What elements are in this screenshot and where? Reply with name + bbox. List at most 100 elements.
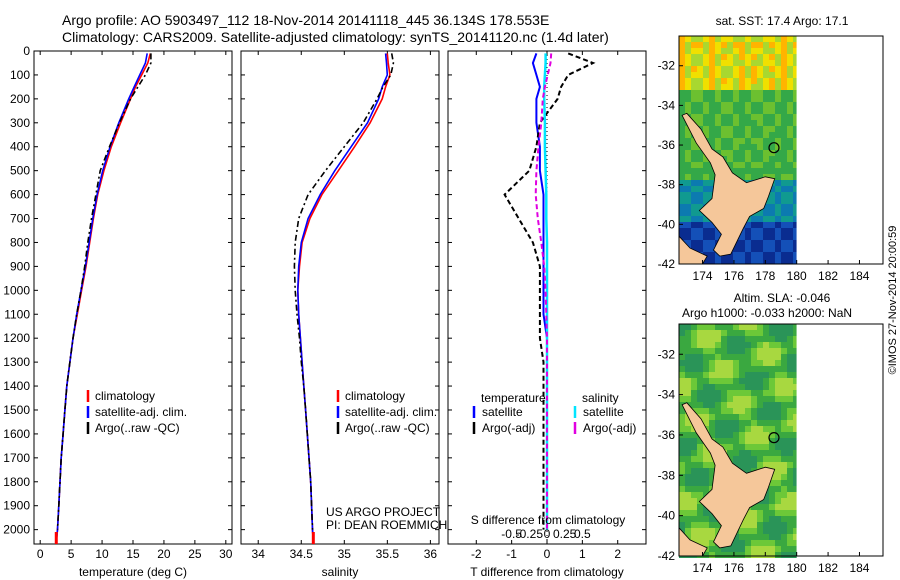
field-cell (787, 384, 793, 390)
field-cell (745, 432, 751, 438)
field-cell (697, 54, 703, 60)
field-cell (739, 36, 745, 42)
field-cell (739, 444, 745, 450)
field-cell (685, 186, 691, 192)
field-cell (769, 432, 775, 438)
field-cell (679, 168, 685, 174)
field-cell (745, 228, 751, 234)
field-cell (757, 438, 763, 444)
field-cell (757, 372, 763, 378)
field-cell (733, 444, 739, 450)
field-cell (733, 324, 739, 330)
field-cell (697, 354, 703, 360)
field-cell (703, 384, 709, 390)
field-cell (763, 378, 769, 384)
field-cell (685, 60, 691, 66)
field-cell (679, 522, 685, 528)
field-cell (775, 456, 781, 462)
field-cell (679, 378, 685, 384)
field-cell (715, 342, 721, 348)
field-cell (787, 222, 793, 228)
field-cell (691, 474, 697, 480)
field-cell (757, 354, 763, 360)
land-mass (681, 402, 776, 549)
series-satellite (55, 53, 148, 542)
field-cell (787, 432, 793, 438)
field-cell (733, 420, 739, 426)
field-cell (781, 432, 787, 438)
field-cell (763, 402, 769, 408)
field-cell (709, 432, 715, 438)
field-cell (763, 348, 769, 354)
field-cell (703, 372, 709, 378)
field-cell (763, 162, 769, 168)
s-tick-label: 0.25 (553, 527, 577, 541)
field-cell (775, 426, 781, 432)
field-cell (739, 546, 745, 552)
field-cell (715, 78, 721, 84)
plot-frame (33, 50, 233, 545)
field-cell (775, 48, 781, 54)
field-cell (763, 204, 769, 210)
field-cell (679, 342, 685, 348)
field-cell (769, 54, 775, 60)
lon-tick-label: 178 (755, 561, 775, 575)
field-cell (703, 522, 709, 528)
field-cell (691, 390, 697, 396)
field-cell (727, 66, 733, 72)
field-cell (721, 66, 727, 72)
field-cell (715, 528, 721, 534)
field-cell (697, 228, 703, 234)
field-cell (679, 408, 685, 414)
field-cell (721, 336, 727, 342)
field-cell (781, 60, 787, 66)
field-cell (697, 222, 703, 228)
field-cell (733, 120, 739, 126)
field-cell (793, 510, 797, 516)
field-cell (715, 48, 721, 54)
lat-tick-label: -32 (658, 59, 676, 73)
field-cell (733, 366, 739, 372)
field-cell (691, 216, 697, 222)
field-cell (769, 246, 775, 252)
field-cell (769, 252, 775, 258)
field-cell (685, 342, 691, 348)
field-cell (697, 204, 703, 210)
field-cell (703, 66, 709, 72)
field-cell (733, 66, 739, 72)
field-cell (769, 66, 775, 72)
depth-tick-label: 200 (10, 92, 30, 106)
field-cell (709, 462, 715, 468)
field-cell (703, 408, 709, 414)
field-cell (757, 444, 763, 450)
field-cell (769, 342, 775, 348)
field-cell (703, 516, 709, 522)
field-cell (739, 150, 745, 156)
field-cell (703, 186, 709, 192)
field-cell (733, 384, 739, 390)
field-cell (721, 258, 727, 264)
field-cell (787, 330, 793, 336)
field-cell (697, 96, 703, 102)
field-cell (721, 132, 727, 138)
depth-tick-label: 1000 (3, 283, 30, 297)
field-cell (727, 342, 733, 348)
field-cell (793, 192, 797, 198)
field-cell (775, 468, 781, 474)
field-cell (793, 78, 797, 84)
field-cell (787, 390, 793, 396)
map-frame (678, 35, 884, 265)
field-cell (709, 174, 715, 180)
field-cell (763, 336, 769, 342)
field-cell (727, 408, 733, 414)
field-cell (691, 66, 697, 72)
field-cell (757, 396, 763, 402)
field-cell (745, 546, 751, 552)
field-cell (751, 534, 757, 540)
field-cell (787, 414, 793, 420)
field-cell (793, 84, 797, 90)
field-cell (733, 246, 739, 252)
field-cell (769, 156, 775, 162)
field-cell (781, 408, 787, 414)
field-cell (751, 66, 757, 72)
